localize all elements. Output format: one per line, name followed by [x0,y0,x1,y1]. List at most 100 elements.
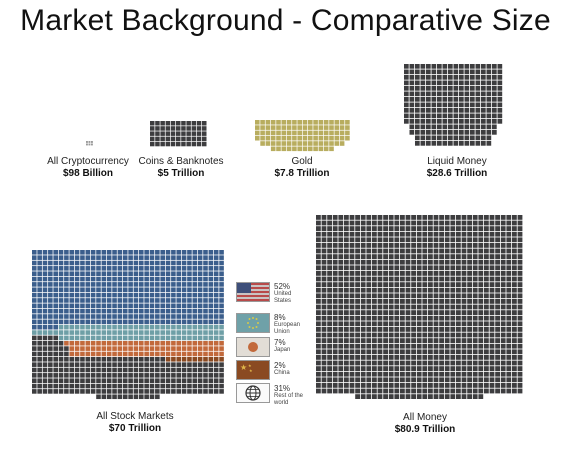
gold-cell [308,120,313,125]
all-money-cell [428,388,433,394]
all-money-cell [439,287,444,293]
gold-cell [286,141,292,146]
stock-markets-cell [90,357,96,362]
stock-markets-cell [213,383,219,389]
stock-markets-cell [69,335,75,341]
all-money-cell [411,248,416,254]
all-money-cell [450,349,456,355]
all-money-cell [344,299,349,304]
all-money-cell [495,332,500,338]
all-money-cell [360,282,366,287]
all-money-cell [405,338,411,343]
gold-cell [308,141,313,146]
stock-markets-cell [53,298,58,303]
stock-markets-cell [213,373,219,378]
stock-markets-cell [155,330,160,335]
all-money-cell [444,215,450,220]
all-money-cell [411,287,416,293]
stock-markets-cell [187,340,192,346]
stock-markets-cell [122,383,128,389]
stock-markets-cell [171,260,176,266]
stock-markets-cell [165,314,171,319]
stock-markets-cell [219,250,224,255]
stock-markets-cell [160,330,165,335]
all-money-cell [327,299,332,304]
all-money-cell [461,327,467,332]
stock-markets-cell [53,260,58,266]
liquid-money-cell [497,113,503,119]
all-money-cell [360,343,366,349]
liquid-money-cell [442,124,448,130]
all-money-cell [484,248,489,254]
all-money-cell [444,321,450,327]
all-money-cell [506,371,512,377]
stock-markets-cell [160,351,165,357]
gold-cell [260,125,265,130]
all-money-cell [349,383,355,388]
liquid-money-cell [442,86,448,91]
all-money-cell [377,366,383,371]
all-money-cell [360,394,366,399]
stock-markets-cell [187,271,192,276]
stock-markets-cell [48,303,53,309]
stock-markets-cell [106,308,112,314]
all-money-cell [467,377,472,383]
all-money-cell [344,271,349,276]
liquid-money-cell [497,86,503,91]
all-money-cell [512,243,517,248]
stock-markets-cell [203,324,208,330]
liquid-money-cell [464,86,470,91]
all-money-cell [327,388,332,394]
all-money-cell [332,377,338,383]
stock-markets-cell [181,383,187,389]
liquid-money-cell [415,64,420,69]
stock-markets-cell [133,255,139,260]
stock-markets-cell [133,340,139,346]
stock-markets-cell [155,282,160,287]
all-money-cell [349,276,355,282]
stock-markets-cell [112,255,117,260]
stock-markets-cell [58,351,64,357]
liquid-money-cell [448,80,453,86]
stock-markets-cell [144,314,149,319]
all-money-cell [321,327,327,332]
all-money-cell [500,304,506,310]
all-money-cell [428,327,433,332]
gold-cell [265,125,271,130]
stock-markets-cell [133,271,139,276]
all-money-cell [461,349,467,355]
liquid-money-cell [431,97,437,102]
stock-markets-cell [197,346,203,351]
stock-markets-cell [37,287,42,293]
all-money-cell [360,293,366,299]
stock-markets-cell [160,255,165,260]
coins-banknotes-cell [186,121,191,126]
all-money-cell [360,271,366,276]
stock-markets-cell [160,346,165,351]
stock-markets-cell [133,383,139,389]
all-money-cell [332,366,338,371]
all-money-cell [316,220,321,226]
all-money-cell [439,321,444,327]
liquid-money-cell [453,141,459,146]
all-money-cell [400,383,405,388]
gold-cell [318,120,324,125]
coins-banknotes-cell [176,136,181,142]
all-money-cell [500,338,506,343]
stock-markets-cell [64,346,69,351]
stock-markets-cell [90,250,96,255]
all-money-cell [484,254,489,259]
stock-markets-cell [117,260,123,266]
stock-markets-cell [32,308,37,314]
stock-markets-cell [155,357,160,362]
liquid-money-cell [420,91,426,97]
stock-markets-cell [42,282,48,287]
all-money-cell [433,321,439,327]
all-money-cell [372,343,377,349]
stock-markets-cell [208,367,214,373]
stock-markets-cell [112,250,117,255]
all-money-cell [444,343,450,349]
liquid-money-cell [464,91,470,97]
stock-markets-cell [53,314,58,319]
stock-markets-cell [149,255,155,260]
